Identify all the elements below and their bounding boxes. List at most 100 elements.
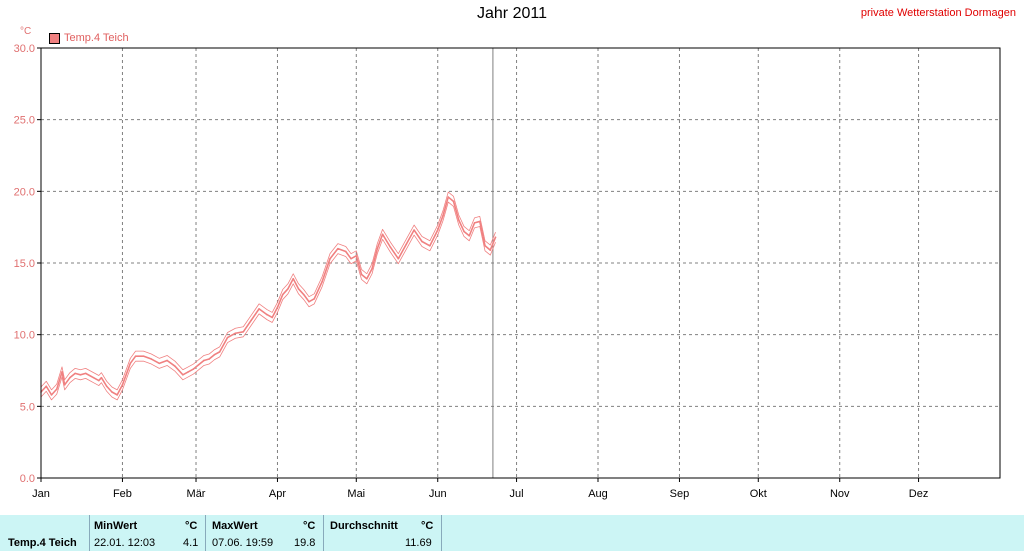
data-point <box>129 362 132 365</box>
data-point <box>281 293 284 296</box>
data-point <box>365 277 368 280</box>
data-point <box>360 273 363 276</box>
data-point <box>100 376 103 379</box>
x-tick-label: Jul <box>510 488 524 500</box>
x-tick-label: Sep <box>670 488 690 500</box>
data-point <box>258 308 260 310</box>
series-min-line <box>40 201 496 401</box>
data-point <box>337 247 339 250</box>
data-point <box>468 234 471 237</box>
y-tick-label: 15.0 <box>14 258 35 270</box>
data-point <box>463 230 465 233</box>
data-point <box>442 214 444 217</box>
data-point <box>92 376 95 379</box>
data-point <box>192 368 195 370</box>
data-point <box>226 336 229 339</box>
stats-footer: Temp.4 Teich MinWert °C 22.01. 12:03 4.1… <box>0 515 1024 551</box>
data-point <box>421 240 423 243</box>
data-point <box>292 277 295 280</box>
data-point <box>473 222 476 224</box>
footer-divider <box>441 515 442 551</box>
x-tick-label: Feb <box>113 488 132 500</box>
data-point <box>250 319 252 322</box>
x-tick-label: Apr <box>269 488 286 500</box>
data-point <box>55 388 58 390</box>
x-tick-label: Jan <box>32 488 50 500</box>
max-value: 19.8 <box>294 537 316 549</box>
max-header: MaxWert <box>212 520 258 532</box>
data-point <box>397 257 400 260</box>
data-point <box>197 363 200 366</box>
data-point <box>150 358 153 360</box>
data-point <box>405 243 408 246</box>
data-point <box>297 288 300 290</box>
data-point <box>494 236 497 238</box>
data-point <box>74 372 76 375</box>
data-point <box>105 385 108 388</box>
data-point <box>302 293 305 296</box>
footer-row-label: Temp.4 Teich <box>8 537 77 549</box>
data-point <box>121 384 124 386</box>
series-max-line <box>40 191 496 391</box>
y-tick-label: 30.0 <box>14 43 35 55</box>
min-time: 22.01. 12:03 <box>94 537 156 549</box>
avg-header: Durchschnitt <box>330 520 398 532</box>
data-point <box>111 391 113 393</box>
data-point <box>182 374 184 376</box>
series-layer <box>40 191 497 401</box>
data-point <box>98 379 100 382</box>
data-point <box>447 196 450 198</box>
x-tick-label: Okt <box>750 488 767 500</box>
x-tick-label: Aug <box>588 488 608 500</box>
footer-divider <box>89 515 90 551</box>
data-point <box>166 359 168 362</box>
plot-frame <box>40 47 1001 479</box>
legend-label: Temp.4 Teich <box>64 32 129 44</box>
data-point <box>329 257 331 260</box>
data-point <box>313 298 316 300</box>
data-point <box>429 245 431 247</box>
data-point <box>376 247 379 250</box>
data-point <box>84 372 87 375</box>
data-point <box>158 362 161 365</box>
chart-area: 0.0 5.0 10.0 15.0 20.0 25.0 30.0 Jan Feb Mär Apr Ma… <box>14 43 1001 500</box>
data-point <box>452 200 455 203</box>
data-point <box>266 313 268 316</box>
data-point <box>436 229 439 231</box>
data-point <box>203 359 205 362</box>
data-point <box>234 332 237 335</box>
data-point <box>321 280 323 283</box>
min-unit: °C <box>185 520 198 532</box>
data-point <box>276 306 279 309</box>
data-point <box>271 316 274 319</box>
grid <box>37 47 1000 482</box>
data-point <box>389 246 392 249</box>
data-point <box>142 355 145 357</box>
min-value: 4.1 <box>183 537 199 549</box>
data-point <box>489 249 492 251</box>
y-axis-unit: °C <box>20 26 32 37</box>
min-header: MinWert <box>94 520 138 532</box>
data-point <box>134 355 137 357</box>
x-tick-label: Dez <box>909 488 929 500</box>
y-tick-label: 0.0 <box>20 473 35 485</box>
y-tick-label: 10.0 <box>14 330 35 342</box>
data-point <box>355 255 358 257</box>
data-point <box>208 358 210 360</box>
data-point <box>63 384 66 386</box>
y-tick-label: 25.0 <box>14 115 35 127</box>
x-tick-label: Mai <box>347 488 365 500</box>
avg-value: 11.69 <box>405 537 432 549</box>
data-point <box>79 374 82 376</box>
data-point <box>50 394 53 396</box>
y-tick-label: 5.0 <box>20 401 35 413</box>
data-point <box>242 331 245 333</box>
data-point <box>478 220 481 223</box>
footer-divider <box>205 515 206 551</box>
data-point <box>371 267 373 270</box>
x-tick-label: Mär <box>187 488 206 500</box>
data-point <box>350 257 352 260</box>
legend-swatch <box>49 32 60 44</box>
series-line <box>40 196 497 396</box>
data-point <box>69 376 71 379</box>
